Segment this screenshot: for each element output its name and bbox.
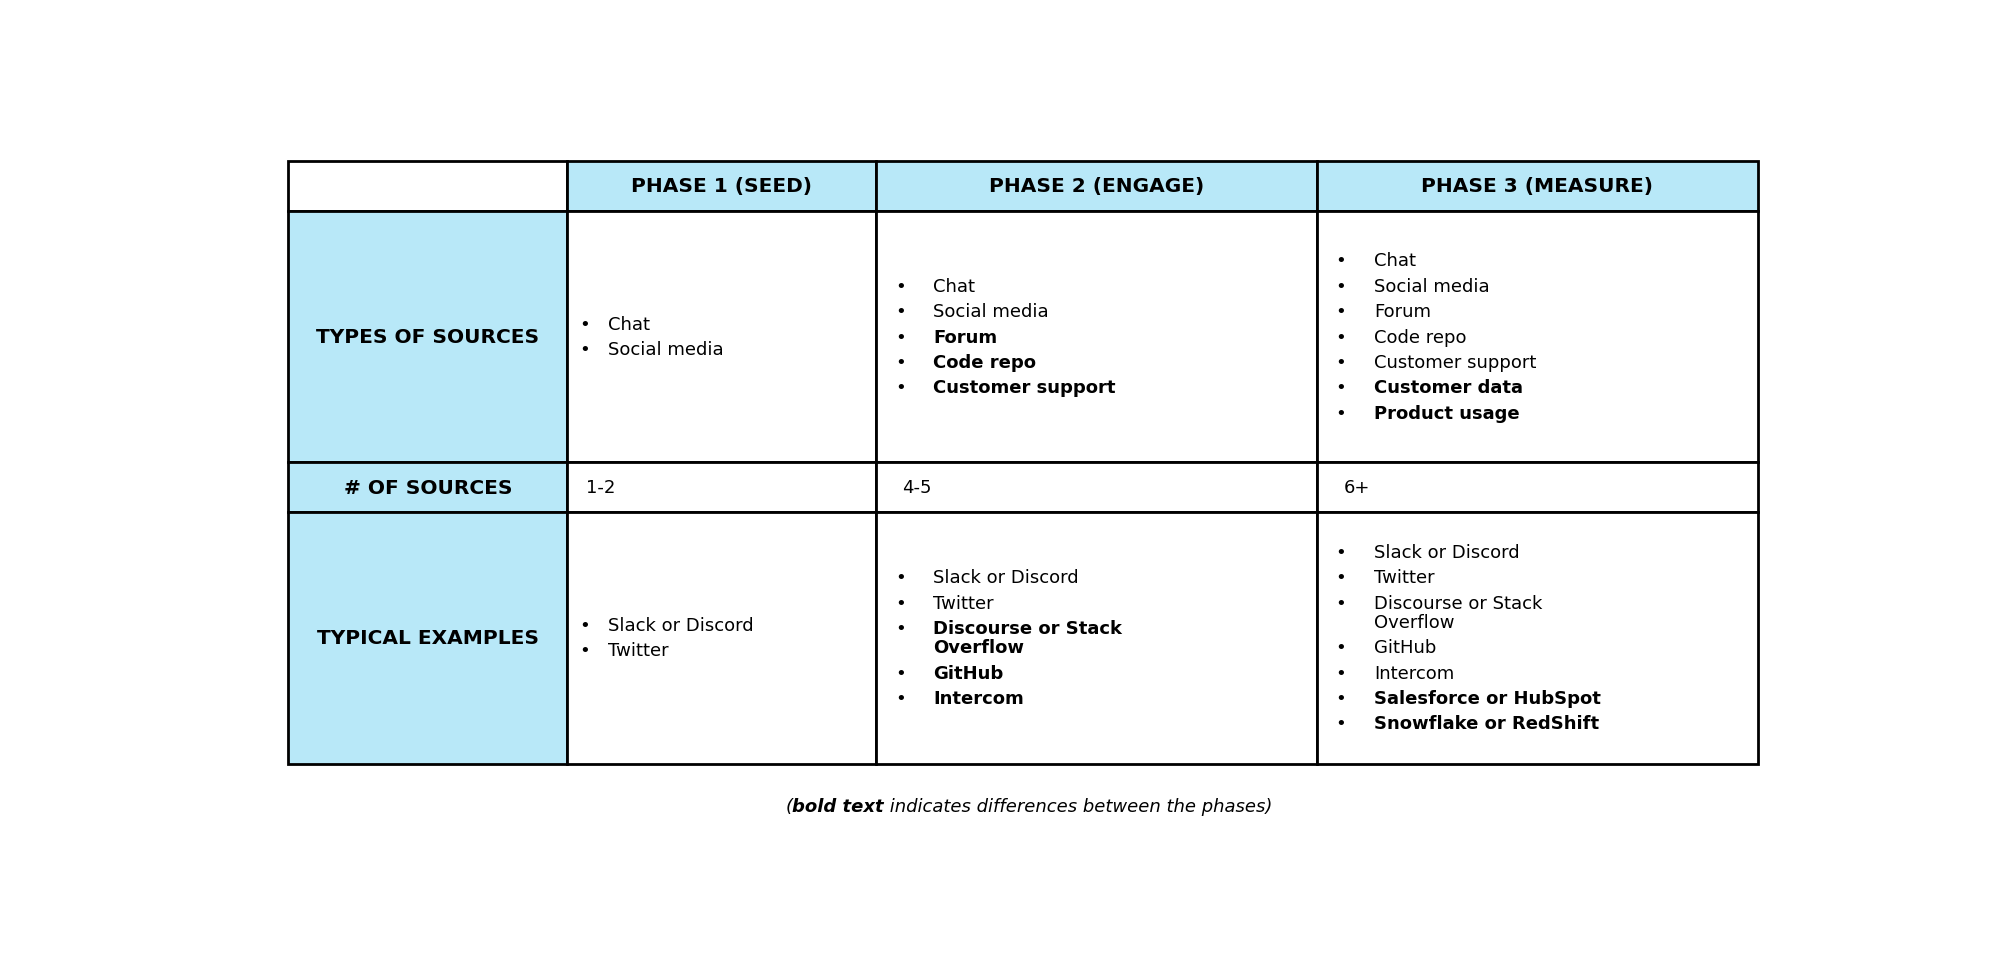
Text: indicates differences between the phases): indicates differences between the phases…: [884, 798, 1271, 816]
Text: •: •: [579, 341, 589, 359]
Bar: [876, 463, 1317, 513]
Bar: [876, 513, 1317, 763]
Bar: [1317, 513, 1758, 763]
Text: Slack or Discord: Slack or Discord: [1373, 543, 1519, 561]
Text: •: •: [894, 303, 906, 321]
Text: •: •: [894, 619, 906, 638]
Text: Social media: Social media: [1373, 277, 1489, 295]
Text: Slack or Discord: Slack or Discord: [934, 569, 1080, 587]
Text: Salesforce or HubSpot: Salesforce or HubSpot: [1373, 689, 1601, 707]
Text: •: •: [894, 689, 906, 707]
Text: Social media: Social media: [607, 341, 723, 359]
Bar: [567, 212, 876, 463]
Bar: [287, 513, 567, 763]
Text: GitHub: GitHub: [1373, 639, 1437, 657]
Text: Chat: Chat: [607, 315, 649, 334]
Bar: [876, 212, 1317, 463]
Text: •: •: [1335, 277, 1347, 295]
Text: Intercom: Intercom: [934, 689, 1024, 707]
Bar: [1317, 162, 1758, 212]
Text: (: (: [784, 798, 792, 816]
Bar: [567, 162, 876, 212]
Text: GitHub: GitHub: [934, 664, 1004, 682]
Text: •: •: [579, 315, 589, 334]
Bar: [567, 463, 876, 513]
Text: •: •: [894, 569, 906, 587]
Text: •: •: [894, 594, 906, 612]
Text: Customer data: Customer data: [1373, 378, 1523, 396]
Text: 6+: 6+: [1343, 478, 1369, 497]
Text: Snowflake or RedShift: Snowflake or RedShift: [1373, 715, 1599, 733]
Bar: [567, 513, 876, 763]
Text: 4-5: 4-5: [902, 478, 932, 497]
Text: Overflow: Overflow: [1373, 614, 1455, 632]
Text: •: •: [1335, 303, 1347, 321]
Text: TYPES OF SOURCES: TYPES OF SOURCES: [315, 328, 539, 347]
Text: •: •: [1335, 543, 1347, 561]
Text: Discourse or Stack: Discourse or Stack: [934, 619, 1122, 638]
Bar: [876, 162, 1317, 212]
Text: Chat: Chat: [1373, 253, 1417, 271]
Text: •: •: [1335, 328, 1347, 346]
Text: bold text: bold text: [792, 798, 884, 816]
Text: Code repo: Code repo: [934, 354, 1036, 372]
Bar: [1317, 463, 1758, 513]
Bar: [287, 212, 567, 463]
Text: Social media: Social media: [934, 303, 1050, 321]
Text: Twitter: Twitter: [934, 594, 994, 612]
Text: Product usage: Product usage: [1373, 404, 1519, 422]
Text: Twitter: Twitter: [607, 641, 669, 659]
Text: •: •: [894, 664, 906, 682]
Text: •: •: [1335, 354, 1347, 372]
Text: Slack or Discord: Slack or Discord: [607, 617, 752, 635]
Text: •: •: [894, 354, 906, 372]
Text: Chat: Chat: [934, 277, 976, 295]
Text: TYPICAL EXAMPLES: TYPICAL EXAMPLES: [317, 629, 539, 647]
Text: •: •: [1335, 594, 1347, 612]
Text: Code repo: Code repo: [1373, 328, 1467, 346]
Text: •: •: [1335, 404, 1347, 422]
Text: Forum: Forum: [1373, 303, 1431, 321]
Text: Discourse or Stack: Discourse or Stack: [1373, 594, 1543, 612]
Text: Overflow: Overflow: [934, 639, 1024, 657]
Bar: [287, 463, 567, 513]
Text: •: •: [894, 378, 906, 396]
Text: PHASE 1 (SEED): PHASE 1 (SEED): [631, 177, 812, 196]
Text: PHASE 2 (ENGAGE): PHASE 2 (ENGAGE): [988, 177, 1204, 196]
Text: •: •: [579, 641, 589, 659]
Text: •: •: [1335, 689, 1347, 707]
Text: •: •: [1335, 569, 1347, 587]
Text: Customer support: Customer support: [934, 378, 1116, 396]
Text: •: •: [1335, 639, 1347, 657]
Text: # OF SOURCES: # OF SOURCES: [343, 478, 513, 497]
Text: •: •: [579, 617, 589, 635]
Text: 1-2: 1-2: [587, 478, 615, 497]
Text: Forum: Forum: [934, 328, 998, 346]
Text: Customer support: Customer support: [1373, 354, 1537, 372]
Bar: [1317, 212, 1758, 463]
Text: Intercom: Intercom: [1373, 664, 1455, 682]
Bar: [287, 162, 567, 212]
Text: •: •: [1335, 664, 1347, 682]
Text: •: •: [1335, 253, 1347, 271]
Text: PHASE 3 (MEASURE): PHASE 3 (MEASURE): [1421, 177, 1653, 196]
Text: Twitter: Twitter: [1373, 569, 1435, 587]
Text: •: •: [894, 277, 906, 295]
Text: •: •: [1335, 378, 1347, 396]
Text: •: •: [1335, 715, 1347, 733]
Text: •: •: [894, 328, 906, 346]
